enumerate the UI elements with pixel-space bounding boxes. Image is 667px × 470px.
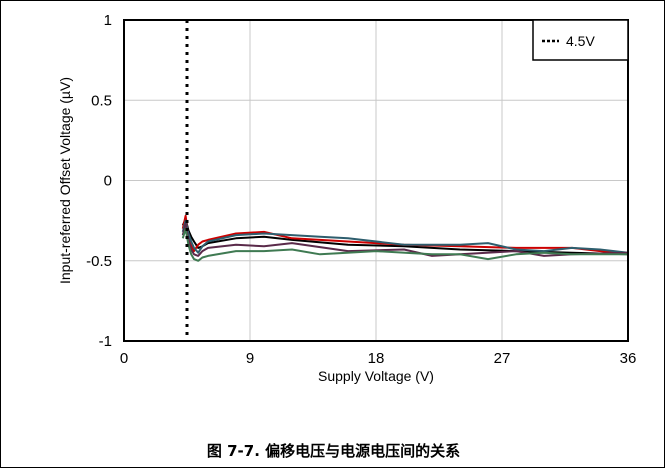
legend: 4.5V (532, 19, 629, 61)
x-tick-label: 36 (620, 350, 637, 367)
y-axis-label: Input-referred Offset Voltage (µV) (57, 77, 73, 284)
figure-caption: 图 7-7. 偏移电压与电源电压间的关系 (206, 442, 461, 460)
x-tick-label: 9 (246, 350, 254, 367)
series-line-2 (181, 214, 629, 256)
plot-area-border (123, 19, 629, 342)
grid-lines (124, 20, 628, 341)
legend-label: 4.5V (566, 33, 595, 49)
y-tick-label: 1 (104, 12, 112, 29)
series-line-4 (181, 222, 629, 257)
tick-labels: 0 9 18 27 36 -1 -0.5 0 0.5 1 (86, 12, 636, 367)
series-line-5 (181, 227, 628, 262)
x-tick-label: 27 (494, 350, 511, 367)
series-line-3 (181, 219, 629, 254)
x-axis-label: Supply Voltage (V) (318, 368, 434, 384)
x-tick-label: 0 (120, 350, 128, 367)
x-tick-label: 18 (368, 350, 385, 367)
y-tick-label: 0.5 (91, 92, 112, 109)
y-tick-label: -0.5 (86, 253, 112, 270)
y-tick-label: -1 (99, 333, 112, 350)
y-tick-label: 0 (104, 173, 112, 190)
series-group (181, 214, 629, 262)
series-line-1 (181, 218, 629, 256)
